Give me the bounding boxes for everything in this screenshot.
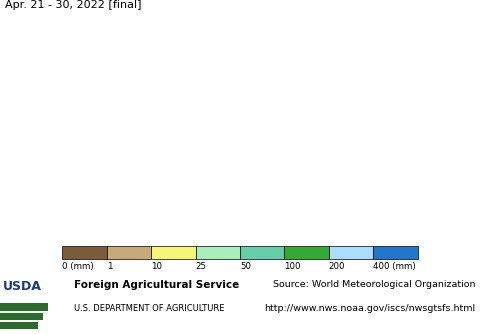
Bar [0, 322, 38, 329]
Bar [373, 245, 418, 259]
Bar [151, 245, 196, 259]
Text: http://www.nws.noaa.gov/iscs/nwsgtsfs.html: http://www.nws.noaa.gov/iscs/nwsgtsfs.ht… [264, 304, 475, 313]
Text: 100: 100 [284, 262, 301, 271]
Text: 50: 50 [240, 262, 251, 271]
Text: 25: 25 [196, 262, 206, 271]
Text: U.S. DEPARTMENT OF AGRICULTURE: U.S. DEPARTMENT OF AGRICULTURE [74, 304, 225, 313]
Bar [62, 245, 107, 259]
Text: 400 (mm): 400 (mm) [373, 262, 416, 271]
Bar [0, 303, 48, 311]
Text: 10: 10 [151, 262, 162, 271]
Text: USDA: USDA [2, 280, 41, 293]
Bar [329, 245, 373, 259]
Text: 0 (mm): 0 (mm) [62, 262, 94, 271]
Bar [0, 313, 43, 320]
Text: Apr. 21 - 30, 2022 [final]: Apr. 21 - 30, 2022 [final] [5, 0, 141, 10]
Bar [240, 245, 284, 259]
Text: Foreign Agricultural Service: Foreign Agricultural Service [74, 280, 240, 290]
Bar [107, 245, 151, 259]
Bar [196, 245, 240, 259]
Bar [284, 245, 329, 259]
Text: Source: World Meteorological Organization: Source: World Meteorological Organizatio… [273, 280, 475, 289]
Text: 200: 200 [329, 262, 345, 271]
Text: 1: 1 [107, 262, 112, 271]
